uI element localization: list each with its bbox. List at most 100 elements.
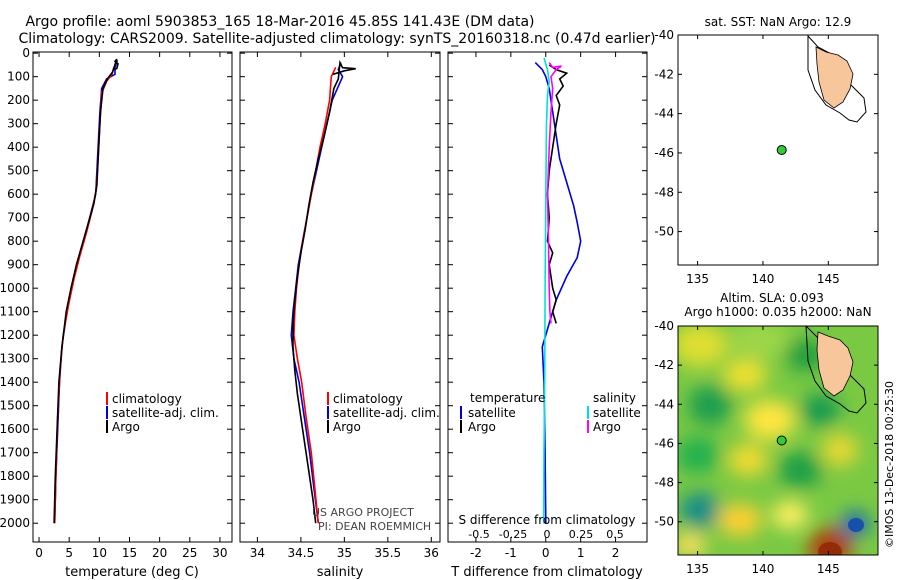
float-position-marker [776,435,787,446]
lon-tick-label: 140 [752,272,775,286]
tasmania-land [816,331,854,397]
depth-tick-label: 1200 [0,328,30,342]
x-tick-label: 0 [542,546,550,560]
heatmap-high-core [818,542,842,555]
temperature-legend: climatology satellite-adj. clim. Argo [106,392,219,434]
depth-axis: 0 100 200 300 400 500 600 700 800 900 1000 1100 1200… [0,46,647,530]
difference-series [534,57,582,524]
x-tick-label: 34 [250,546,265,560]
depth-tick-label: 600 [7,187,30,201]
lat-tick-label: -40 [654,28,674,42]
depth-tick-label: 1900 [0,493,30,507]
depth-tick-label: 200 [7,93,30,107]
difference-legend: temperature satellite Argo salinity sate… [460,391,641,434]
lat-tick-label: -46 [654,436,674,450]
lat-tick-label: -44 [654,107,674,121]
imos-stamp: ©IMOS 13-Dec-2018 00:25:30 [883,381,896,548]
float-position-marker [776,145,787,155]
legend-diff-temperature-title: temperature [470,391,545,405]
legend-satellite: satellite-adj. clim. [333,406,440,420]
series-climatology [53,67,115,524]
lat-tick-label: -50 [654,225,674,239]
legend-climatology: climatology [333,392,403,406]
lat-tick-label: -40 [654,319,674,333]
sla-heatmap [678,326,878,555]
lon-tick-label: 145 [817,562,840,576]
x-tick-label: 36 [424,546,439,560]
map2-title: Altim. SLA: 0.093 [720,291,824,305]
x-tick-label: 5 [65,546,73,560]
sla-map-frame [677,325,879,556]
depth-tick-label: 100 [7,70,30,84]
temperature-x-axis: 0 5 10 15 20 25 30 [35,52,228,560]
depth-tick-label: 0 [22,46,30,60]
series-satellite-adj-clim- [53,59,119,524]
depth-tick-label: 1400 [0,375,30,389]
depth-tick-label: 800 [7,234,30,248]
series-temperature-satellite [534,62,582,524]
title-line-1: Argo profile: aoml 5903853_165 18-Mar-20… [25,14,534,30]
series-argo [292,59,356,524]
temperature-xlabel: temperature (deg C) [65,565,199,580]
salinity-legend: climatology satellite-adj. clim. Argo [327,392,440,434]
s-diff-tick-label: 0.25 [569,528,594,541]
lat-tick-label: -44 [654,397,674,411]
salinity-series [290,59,356,524]
depth-tick-label: 1500 [0,399,30,413]
depth-tick-label: 300 [7,117,30,131]
x-tick-label: 0 [35,546,43,560]
depth-tick-label: 700 [7,211,30,225]
heatmap-low-core [848,518,864,532]
title-line-2: Climatology: CARS2009. Satellite-adjuste… [18,31,655,47]
s-diff-tick-label: -0.25 [499,528,527,541]
x-tick-label: 1 [577,546,585,560]
x-tick-label: 10 [92,546,107,560]
lat-tick-label: -48 [654,185,674,199]
depth-tick-label: 2000 [0,516,30,530]
lon-tick-label: 135 [686,272,709,286]
lat-tick-label: -46 [654,146,674,160]
series-climatology [293,66,337,524]
x-tick-label: 2 [612,546,620,560]
lon-tick-label: 140 [752,562,775,576]
lon-tick-label: 135 [686,562,709,576]
map1-axes: -40 -42 -44 -46 -48 -50 135 140 145 [654,28,878,286]
depth-tick-label: 1000 [0,281,30,295]
depth-tick-label: 500 [7,164,30,178]
legend-diff-s-argo: Argo [593,420,621,434]
x-tick-label: 25 [182,546,197,560]
salinity-x-axis: 34 34.5 35 35.5 36 [250,52,439,560]
series-satellite-adj-clim- [290,62,344,524]
lat-tick-label: -50 [654,515,674,529]
temperature-panel [32,51,233,543]
legend-satellite: satellite-adj. clim. [112,406,219,420]
legend-climatology: climatology [112,392,182,406]
depth-tick-label: 1700 [0,446,30,460]
s-diff-tick-label: 0.5 [606,528,624,541]
map2-subtitle: Argo h1000: 0.035 h2000: NaN [684,305,871,319]
lat-tick-label: -42 [654,67,674,81]
salinity-xlabel: salinity [317,565,364,580]
series-argo [53,58,119,524]
series-temperature-argo [546,64,569,324]
s-difference-label: S difference from climatology [459,513,636,527]
legend-diff-t-argo: Argo [468,420,496,434]
map2-axes: -40 -42 -44 -46 -48 -50 135 140 145 [654,319,878,576]
depth-tick-label: 1300 [0,352,30,366]
legend-diff-t-satellite: satellite [468,406,516,420]
s-diff-tick-label: 0 [544,528,551,541]
depth-tick-label: 1100 [0,305,30,319]
x-tick-label: 20 [152,546,167,560]
s-diff-tick-label: -0.5 [468,528,489,541]
legend-argo: Argo [112,420,140,434]
temperature-series [53,58,119,524]
x-tick-label: 35 [337,546,352,560]
series-salinity-argo [546,62,562,324]
salinity-panel [239,51,441,543]
difference-panel [447,51,648,543]
tasmania-land [815,46,854,109]
x-tick-label: -1 [505,546,517,560]
s-difference-axis: -0.5 -0.25 0 0.25 0.5 [468,528,623,541]
lat-tick-label: -48 [654,476,674,490]
